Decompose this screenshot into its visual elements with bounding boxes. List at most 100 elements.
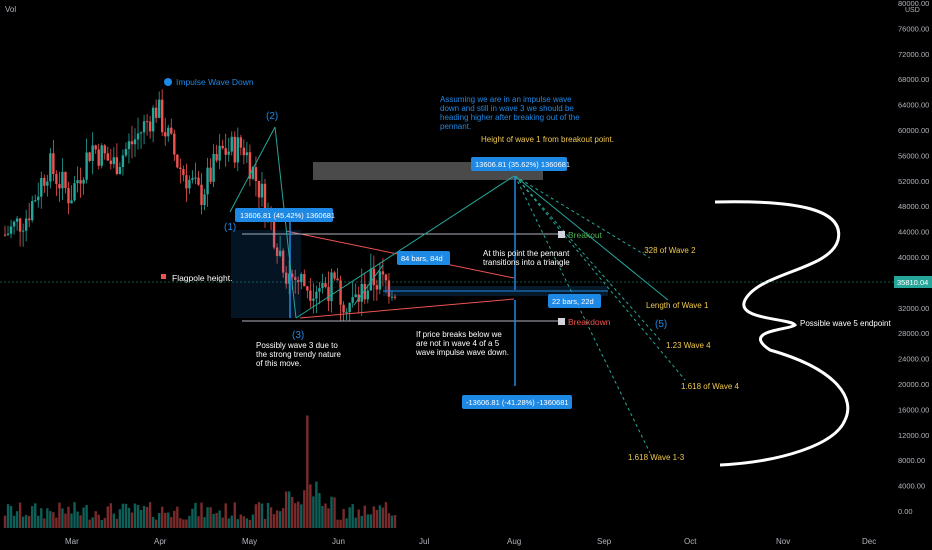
candle-body — [191, 178, 194, 180]
volume-bar — [100, 519, 103, 528]
volume-bar — [378, 505, 382, 528]
volume-bar — [269, 507, 273, 528]
assumption-line-4: pennant. — [440, 122, 471, 131]
price-tick: 52000.00 — [898, 177, 929, 186]
volume-bar — [306, 415, 309, 528]
volume-bar — [221, 517, 224, 528]
candle-body — [151, 107, 155, 132]
candle-body — [248, 152, 252, 179]
volume-bar — [27, 515, 31, 528]
wave-3-label: (3) — [292, 330, 304, 341]
volume-bar — [224, 503, 227, 528]
volume-bar — [106, 506, 109, 528]
volume-bar — [136, 505, 140, 528]
volume-bar — [363, 505, 366, 528]
candle-body — [348, 302, 351, 313]
flagpole-note: Flagpole height. — [172, 273, 233, 283]
candle-body — [224, 148, 227, 155]
candle-body — [40, 178, 43, 197]
volume-bar — [312, 496, 315, 528]
volume-bar — [40, 508, 43, 528]
candle-body — [363, 284, 366, 300]
volume-bar — [209, 507, 212, 528]
candle-body — [100, 145, 103, 166]
time-tick: Jun — [332, 537, 345, 546]
volume-bar — [321, 505, 324, 528]
fib-line-123 — [514, 175, 661, 341]
candle-body — [360, 284, 363, 302]
candle-body — [12, 221, 16, 227]
candle-body — [203, 194, 206, 206]
price-tick: 4000.00 — [898, 482, 925, 491]
volume-bar — [12, 515, 16, 528]
volume-bar — [157, 512, 161, 528]
volume-bar — [91, 517, 94, 528]
volume-bar — [3, 515, 7, 528]
volume-bar — [46, 508, 49, 528]
candle-body — [164, 132, 167, 137]
volume-bar — [287, 491, 291, 528]
volume-bar — [218, 510, 221, 528]
volume-bar — [366, 514, 369, 528]
candle-body — [318, 288, 321, 292]
volume-bar — [251, 514, 255, 528]
volume-bar — [31, 506, 34, 528]
fib-label-1618-w4: 1.618 of Wave 4 — [681, 382, 740, 391]
candle-body — [212, 153, 215, 182]
candle-body — [306, 286, 309, 291]
volume-bar — [303, 490, 306, 528]
price-tick: 64000.00 — [898, 101, 929, 110]
volume-bar — [230, 515, 233, 528]
candle-body — [79, 180, 82, 184]
candle-body — [3, 234, 7, 236]
volume-bar — [9, 505, 13, 528]
volume-bar — [124, 503, 128, 528]
wave-5-label: (5) — [655, 319, 667, 330]
bars-text-1: 84 bars, 84d — [401, 254, 443, 263]
volume-bar — [339, 519, 342, 528]
candle-body — [148, 121, 152, 132]
volume-bar — [148, 502, 152, 528]
price-tick: 16000.00 — [898, 405, 929, 414]
candle-body — [236, 137, 239, 163]
volume-bar — [188, 515, 191, 528]
volume-bar — [375, 509, 379, 528]
volume-bar — [387, 513, 391, 528]
fib-label-328: .328 of Wave 2 — [642, 246, 696, 255]
candle-body — [281, 250, 285, 273]
bars-label-2: 22 bars, 22d — [548, 294, 601, 308]
volume-bar — [254, 504, 258, 528]
candle-body — [342, 304, 345, 313]
price-tick: 80000.00 — [898, 0, 929, 8]
volume-bar — [354, 517, 357, 528]
candle-body — [49, 153, 52, 182]
candle-body — [321, 283, 324, 289]
candle-body — [354, 294, 357, 298]
volume-bar — [191, 508, 194, 528]
candle-body — [130, 141, 134, 145]
volume-bar — [200, 502, 203, 528]
wave3-note: Possibly wave 3 due to the strong trendy… — [256, 341, 341, 368]
wave-trend-line-1 — [295, 175, 515, 319]
candle-body — [21, 230, 25, 232]
volume-bar — [315, 481, 318, 528]
volume-bar — [118, 509, 122, 528]
volume-bar — [161, 506, 164, 528]
volume-bar — [58, 502, 61, 528]
volume-bar — [390, 515, 394, 528]
candle-body — [103, 145, 106, 154]
price-tick: 20000.00 — [898, 380, 929, 389]
volume-bar — [281, 508, 285, 528]
volume-bar — [393, 515, 397, 528]
candle-body — [200, 184, 203, 206]
volume-bar — [6, 504, 10, 528]
candle-body — [233, 136, 236, 163]
volume-bar — [64, 513, 67, 528]
volume-bar — [121, 503, 125, 528]
volume-bar — [145, 507, 149, 528]
height-note: Height of wave 1 from breakout point. — [481, 135, 614, 144]
breakdown-label: Breakdown — [568, 317, 611, 327]
fib-line-length-w1 — [514, 175, 669, 301]
time-tick: Jul — [419, 537, 429, 546]
volume-bar — [52, 512, 55, 528]
